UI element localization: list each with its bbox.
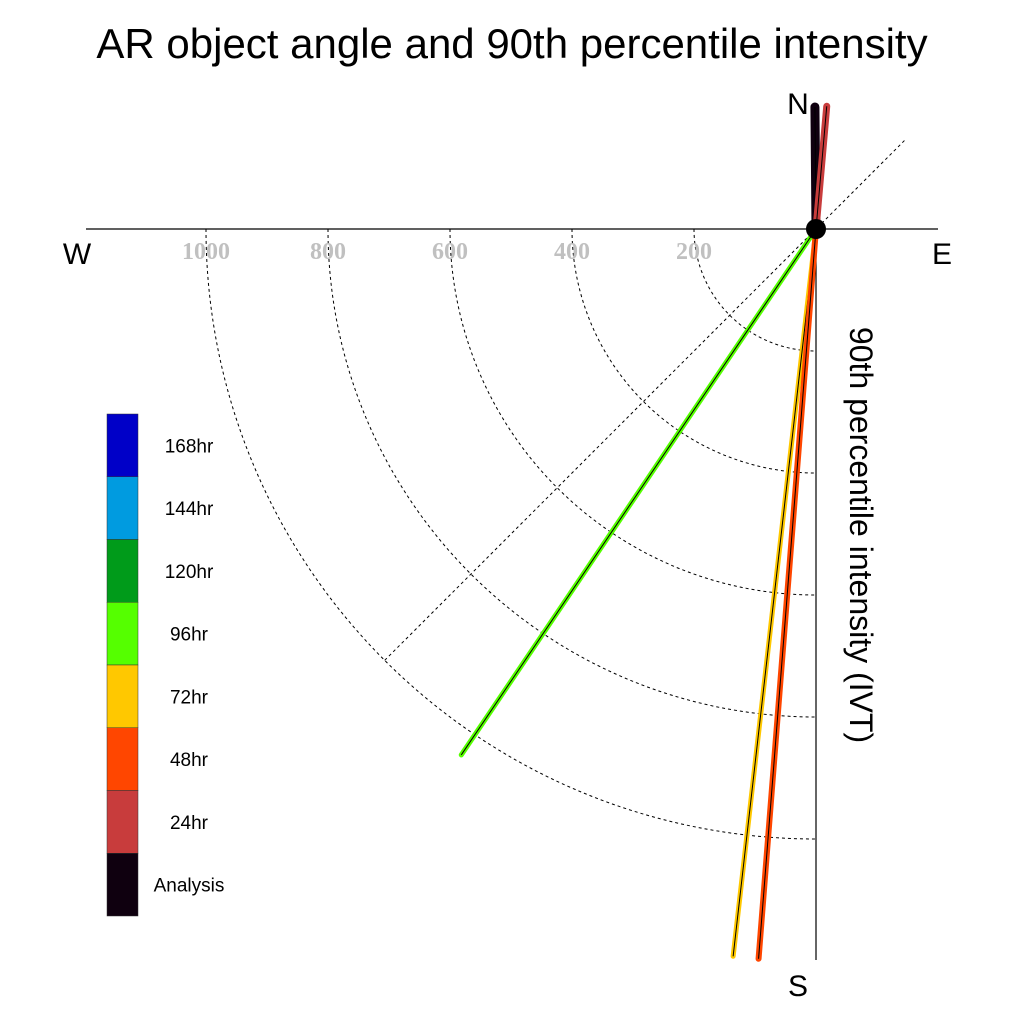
grid-arc-400 <box>571 228 817 474</box>
origin-marker <box>806 219 826 239</box>
legend-swatch-24hr <box>106 790 139 854</box>
tick-label-400: 400 <box>554 239 590 265</box>
compass-south: S <box>788 970 808 1003</box>
forecast-vectors <box>458 102 831 962</box>
grid-arc-600 <box>449 228 817 596</box>
grid-arc-200 <box>693 228 817 352</box>
legend-swatch-72hr <box>106 664 139 728</box>
legend-label-120hr: 120hr <box>165 562 214 583</box>
chart-title: AR object angle and 90th percentile inte… <box>96 20 927 67</box>
grid-arc-1000 <box>205 228 817 840</box>
compass-axes: N S E W <box>63 88 952 1003</box>
tick-label-200: 200 <box>676 239 712 265</box>
vector-24hr <box>812 102 831 233</box>
legend-label-168hr: 168hr <box>165 436 214 457</box>
legend-swatch-144hr <box>106 476 139 540</box>
legend-label-72hr: 72hr <box>170 687 209 708</box>
legend-label-analysis: Analysis <box>154 876 225 897</box>
legend-swatch-48hr <box>106 727 139 791</box>
compass-west: W <box>63 238 92 271</box>
legend-swatch-120hr <box>106 539 139 603</box>
vector-core <box>460 228 817 756</box>
legend-swatch-168hr <box>106 413 139 477</box>
legend-label-48hr: 48hr <box>170 750 209 771</box>
legend-swatch-analysis <box>106 853 139 917</box>
vector-core <box>758 228 817 959</box>
legend-swatch-96hr <box>106 602 139 666</box>
compass-north: N <box>787 88 809 121</box>
radial-tick-labels: 200 400 600 800 1000 <box>182 239 712 265</box>
legend-label-144hr: 144hr <box>165 499 214 520</box>
y-axis-label: 90th percentile intensity (IVT) <box>843 327 879 743</box>
compass-east: E <box>932 238 952 271</box>
tick-label-1000: 1000 <box>182 239 230 265</box>
vector-96hr <box>458 226 819 758</box>
legend-label-24hr: 24hr <box>170 813 209 834</box>
vector-core <box>732 228 817 957</box>
tick-label-600: 600 <box>432 239 468 265</box>
tick-label-800: 800 <box>310 239 346 265</box>
lead-time-legend: 168hr 144hr 120hr 96hr 72hr 48hr 24hr Analysis <box>106 413 225 917</box>
vector-72hr <box>730 226 819 959</box>
legend-label-96hr: 96hr <box>170 625 209 646</box>
vector-core <box>815 106 828 230</box>
grid-diagonal <box>384 140 905 661</box>
vector-48hr <box>755 226 819 962</box>
grid-arc-800 <box>327 228 817 718</box>
